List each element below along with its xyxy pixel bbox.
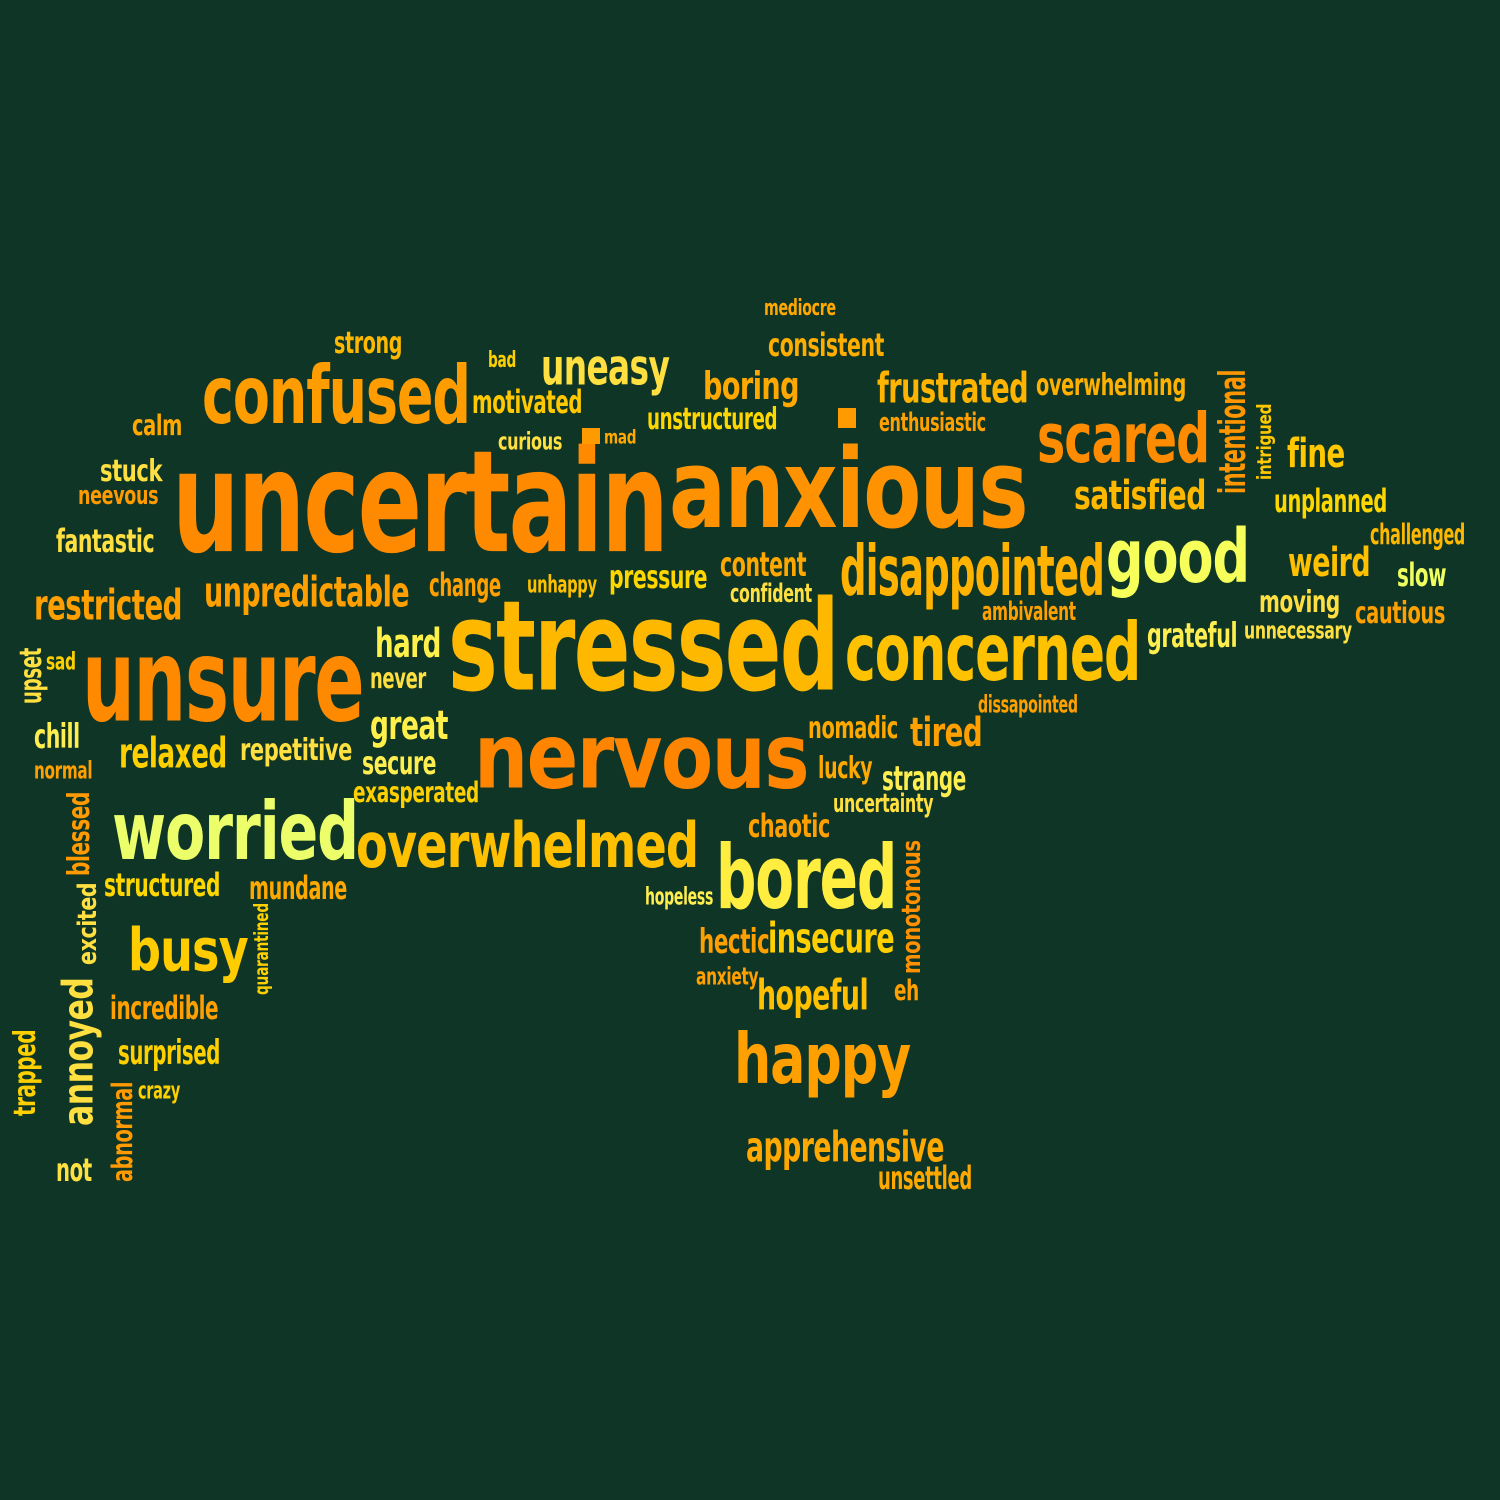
word-consistent: consistent xyxy=(768,326,885,364)
word-repetitive: repetitive xyxy=(240,732,352,768)
word-grateful: grateful xyxy=(1147,616,1238,656)
word-dissapointed: dissapointed xyxy=(978,690,1078,719)
word-disappointed: disappointed xyxy=(840,531,1105,613)
word-stuck: stuck xyxy=(100,453,163,489)
word-moving: moving xyxy=(1259,584,1340,620)
word-curious: curious xyxy=(498,427,563,456)
word-monotonous: monotonous xyxy=(897,840,927,974)
word-unstructured: unstructured xyxy=(647,401,778,437)
word-scared: scared xyxy=(1037,399,1210,479)
word-quarantined: quarantined xyxy=(249,903,273,995)
word-ambivalent: ambivalent xyxy=(982,597,1076,627)
word-annoyed: annoyed xyxy=(53,977,103,1126)
word-relaxed: relaxed xyxy=(119,728,227,778)
word-intentional: intentional xyxy=(1212,369,1255,494)
word-enthusiastic: enthusiastic xyxy=(879,408,986,438)
word-never: never xyxy=(370,661,426,695)
word-fantastic: fantastic xyxy=(56,522,155,560)
word-strong: strong xyxy=(334,325,403,361)
word-abnormal: abnormal xyxy=(105,1081,139,1182)
word-hopeful: hopeful xyxy=(757,970,869,1020)
word-chill: chill xyxy=(34,717,80,757)
word-pressure: pressure xyxy=(609,558,708,596)
word-boring: boring xyxy=(703,363,800,409)
word-unnecessary: unnecessary xyxy=(1244,616,1352,645)
word-frustrated: frustrated xyxy=(877,363,1029,413)
word-great: great xyxy=(370,702,448,750)
word-secure: secure xyxy=(362,744,437,782)
word-mundane: mundane xyxy=(249,869,347,907)
word-motivated: motivated xyxy=(472,383,583,421)
word-stressed: stressed xyxy=(448,574,840,720)
word-concerned: concerned xyxy=(845,606,1141,700)
word-normal: normal xyxy=(34,756,93,785)
word-cautious: cautious xyxy=(1355,595,1446,631)
square-glyph xyxy=(582,428,600,444)
word-unhappy: unhappy xyxy=(527,570,597,599)
word-happy: happy xyxy=(734,1019,911,1101)
word-mad: mad xyxy=(604,427,637,449)
word-exasperated: exasperated xyxy=(353,775,479,809)
word-unsure: unsure xyxy=(82,614,365,749)
word-challenged: challenged xyxy=(1370,517,1466,551)
word-restricted: restricted xyxy=(34,580,182,630)
word-overwhelmed: overwhelmed xyxy=(356,809,699,883)
word-uneasy: uneasy xyxy=(541,337,670,397)
word-mediocre: mediocre xyxy=(764,295,836,321)
word-overwhelming: overwhelming xyxy=(1036,367,1186,403)
word-uncertain: uncertain xyxy=(172,419,669,585)
word-nomadic: nomadic xyxy=(808,710,898,746)
word-blessed: blessed xyxy=(61,792,97,876)
word-hard: hard xyxy=(375,620,441,668)
word-trapped: trapped xyxy=(7,1029,43,1116)
square-glyph xyxy=(838,408,856,428)
word-sad: sad xyxy=(46,647,76,676)
word-good: good xyxy=(1106,513,1250,600)
word-eh: eh xyxy=(894,973,919,1007)
word-weird: weird xyxy=(1288,539,1371,587)
word-bored: bored xyxy=(716,827,897,929)
word-calm: calm xyxy=(132,408,182,442)
word-satisfied: satisfied xyxy=(1074,472,1206,520)
word-intrigued: intrigued xyxy=(1252,403,1276,480)
word-hopeless: hopeless xyxy=(645,882,714,911)
word-content: content xyxy=(720,545,807,585)
word-lucky: lucky xyxy=(818,750,873,786)
word-anxious: anxious xyxy=(669,425,1029,554)
word-not: not xyxy=(56,1151,92,1189)
word-change: change xyxy=(429,566,501,604)
word-upset: upset xyxy=(13,648,49,704)
word-strange: strange xyxy=(882,759,966,799)
word-incredible: incredible xyxy=(110,989,219,1027)
word-fine: fine xyxy=(1287,430,1345,478)
word-unsettled: unsettled xyxy=(878,1159,972,1197)
word-confident: confident xyxy=(730,579,812,609)
word-crazy: crazy xyxy=(138,1076,180,1105)
word-chaotic: chaotic xyxy=(748,807,830,845)
word-structured: structured xyxy=(104,866,220,904)
word-busy: busy xyxy=(128,916,249,986)
word-unpredictable: unpredictable xyxy=(204,567,410,617)
word-anxiety: anxiety xyxy=(696,962,759,991)
word-nervous: nervous xyxy=(474,704,810,810)
word-bad: bad xyxy=(488,347,517,373)
word-slow: slow xyxy=(1397,556,1447,594)
word-hectic: hectic xyxy=(699,922,770,962)
word-tired: tired xyxy=(910,709,983,757)
word-apprehensive: apprehensive xyxy=(746,1122,945,1172)
word-worried: worried xyxy=(112,785,359,879)
word-surprised: surprised xyxy=(118,1033,221,1073)
word-unplanned: unplanned xyxy=(1274,482,1387,520)
word-confused: confused xyxy=(202,349,471,443)
word-neevous: neevous xyxy=(78,481,159,511)
word-excited: excited xyxy=(73,882,103,965)
word-insecure: insecure xyxy=(768,913,895,963)
word-uncertainty: uncertainty xyxy=(833,789,934,819)
